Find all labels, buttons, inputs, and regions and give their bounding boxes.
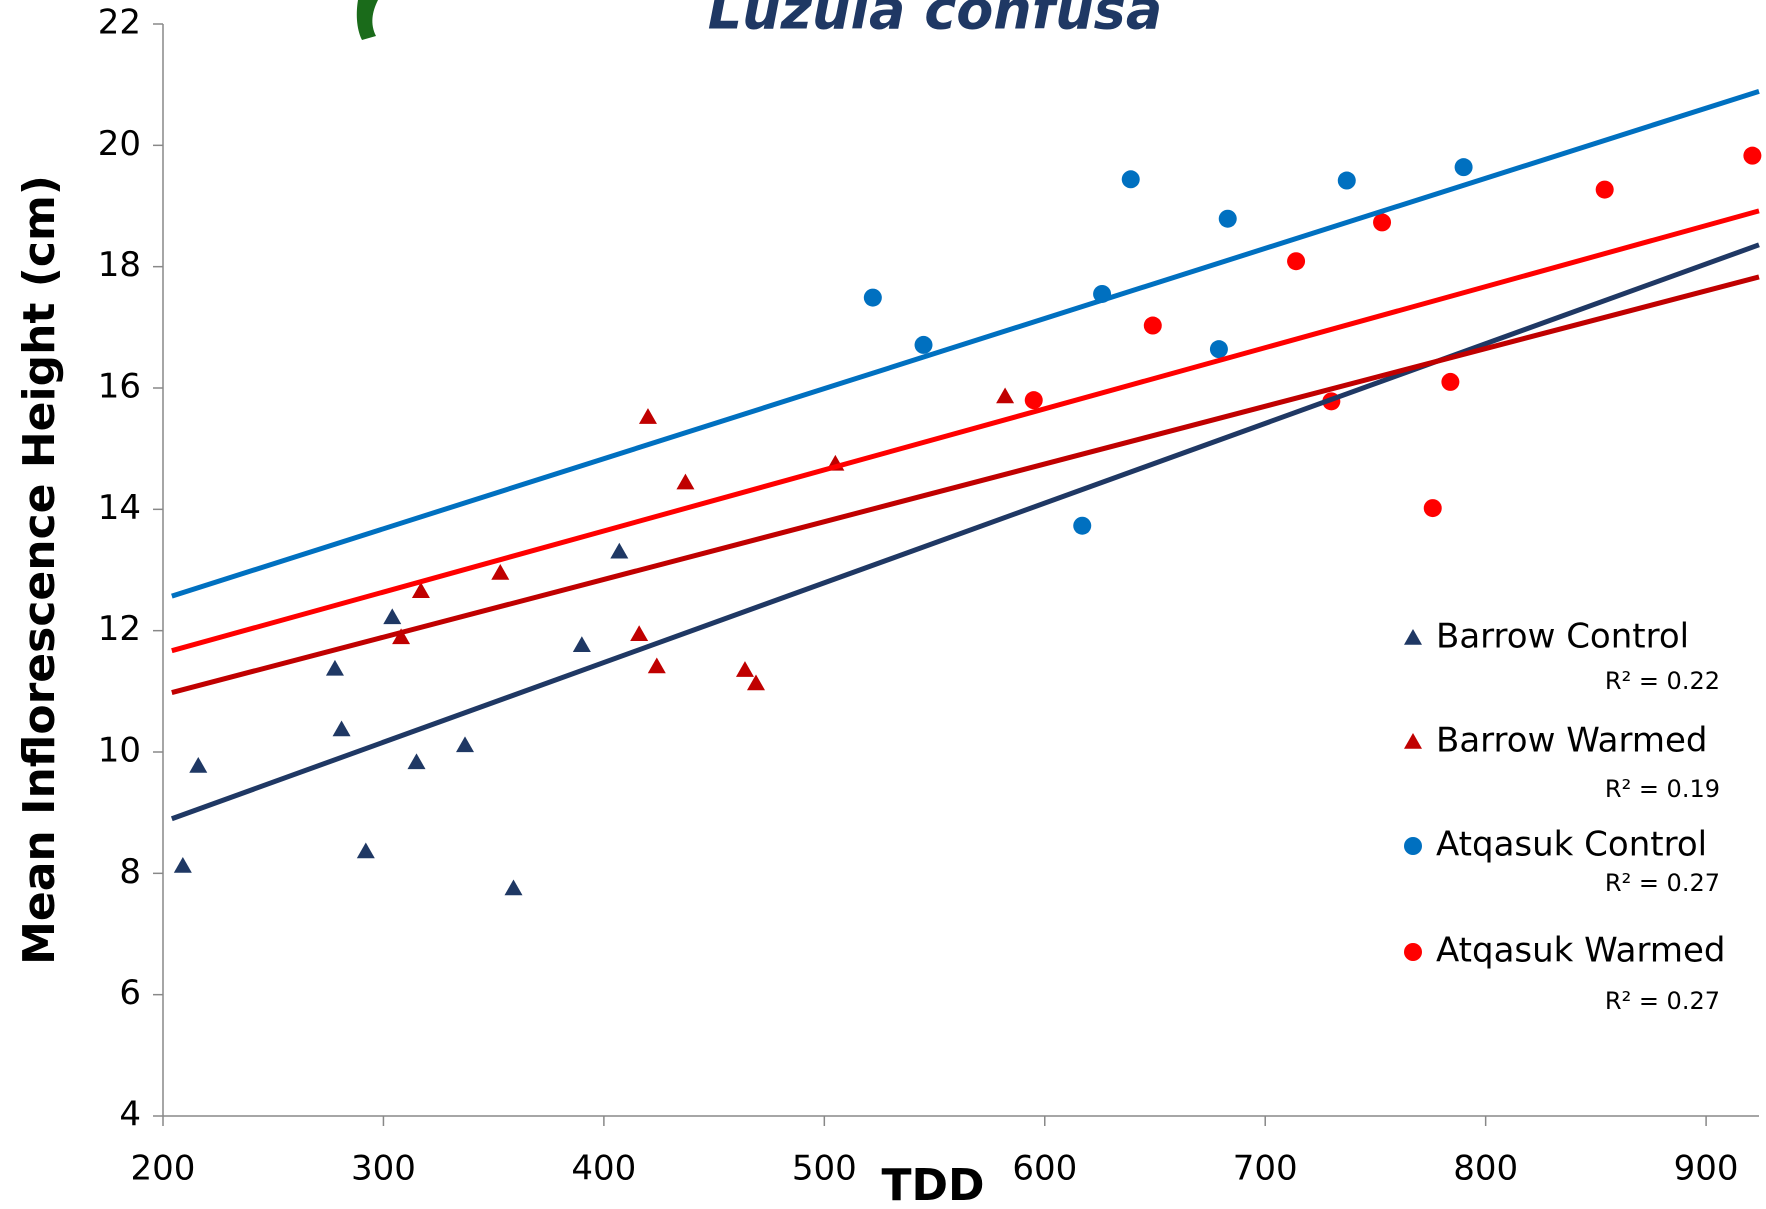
circle-marker	[1441, 372, 1460, 391]
y-tick-label: 12	[98, 609, 141, 649]
plant-icon	[356, 0, 378, 40]
triangle-marker	[1404, 629, 1422, 645]
triangle-marker	[332, 720, 351, 737]
y-tick-label: 8	[119, 852, 141, 892]
y-tick-label: 18	[98, 245, 141, 285]
r2-label: R² = 0.27	[1605, 987, 1720, 1015]
circle-marker	[914, 335, 933, 354]
legend-label: Barrow Warmed	[1436, 721, 1707, 761]
x-tick-label: 900	[1674, 1149, 1739, 1189]
legend-label: Barrow Control	[1436, 617, 1689, 657]
triangle-marker	[572, 636, 591, 652]
y-tick-label: 22	[98, 3, 141, 43]
r2-label: R² = 0.19	[1605, 775, 1720, 803]
y-tick-label: 6	[119, 973, 141, 1013]
triangle-marker	[325, 659, 344, 676]
triangle-marker	[735, 661, 754, 677]
circle-marker	[1024, 391, 1043, 410]
trend-line	[170, 242, 1760, 822]
circle-marker	[1209, 340, 1228, 359]
triangle-marker	[392, 628, 411, 645]
x-tick-label: 500	[792, 1149, 857, 1189]
triangle-marker	[1404, 733, 1422, 749]
circle-marker	[1743, 146, 1762, 165]
triangle-marker	[630, 625, 649, 642]
triangle-marker	[676, 473, 695, 490]
circle-marker	[1287, 252, 1306, 271]
circle-marker	[1423, 499, 1442, 518]
r2-label: R² = 0.22	[1605, 667, 1720, 695]
circle-marker	[1404, 943, 1422, 961]
circle-marker	[1073, 516, 1092, 535]
legend-label: Atqasuk Control	[1436, 825, 1707, 865]
y-tick-label: 14	[98, 488, 141, 528]
x-tick-label: 700	[1233, 1149, 1298, 1189]
triangle-marker	[189, 756, 208, 773]
trend-line	[171, 88, 1760, 599]
triangle-marker	[407, 753, 426, 770]
triangle-marker	[647, 657, 666, 674]
y-tick-label: 10	[98, 731, 141, 771]
circle-marker	[1595, 180, 1614, 199]
triangle-marker	[996, 387, 1015, 404]
x-tick-label: 200	[131, 1149, 196, 1189]
x-tick-label: 800	[1453, 1149, 1518, 1189]
triangle-marker	[491, 564, 510, 580]
y-tick-label: 16	[98, 367, 141, 407]
circle-marker	[1143, 316, 1162, 335]
y-tick-label: 20	[98, 124, 141, 164]
triangle-marker	[411, 582, 430, 598]
triangle-marker	[456, 736, 475, 753]
triangle-marker	[746, 674, 765, 691]
triangle-marker	[610, 542, 629, 559]
x-axis-label: TDD	[881, 1160, 984, 1209]
circle-marker	[1337, 171, 1356, 190]
circle-marker	[1373, 213, 1392, 232]
circle-marker	[1404, 837, 1422, 855]
triangle-marker	[173, 857, 192, 873]
y-axis-label: Mean Inflorescence Height (cm)	[14, 175, 65, 965]
legend-label: Atqasuk Warmed	[1436, 931, 1725, 971]
triangle-marker	[638, 408, 657, 424]
circle-marker	[1218, 209, 1237, 228]
y-tick-label: 4	[119, 1095, 141, 1135]
triangle-marker	[504, 879, 523, 896]
triangle-marker	[356, 842, 375, 859]
r2-label: R² = 0.27	[1605, 869, 1720, 897]
x-tick-label: 300	[351, 1149, 416, 1189]
x-tick-label: 600	[1012, 1149, 1077, 1189]
trend-line	[171, 274, 1760, 695]
circle-marker	[863, 288, 882, 307]
chart-title: Luzula confusa	[708, 0, 1163, 42]
circle-marker	[1121, 170, 1140, 189]
circle-marker	[1454, 158, 1473, 177]
triangle-marker	[383, 608, 402, 625]
x-tick-label: 400	[571, 1149, 636, 1189]
trend-line	[171, 208, 1760, 654]
